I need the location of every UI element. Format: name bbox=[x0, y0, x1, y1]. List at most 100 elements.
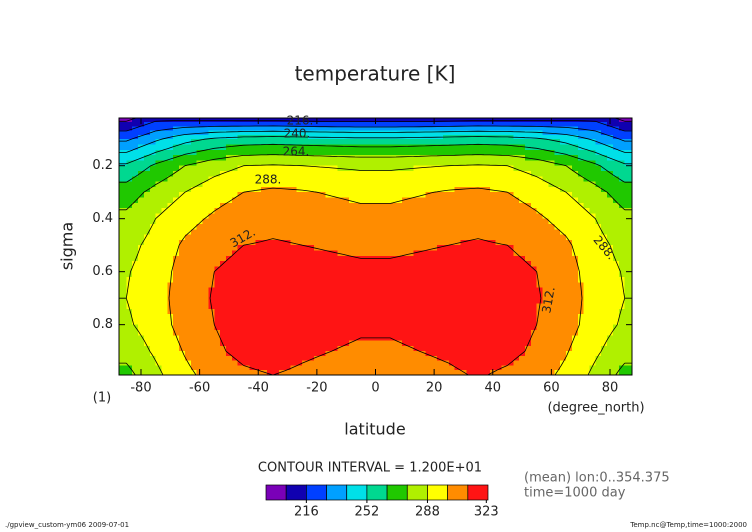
contour-cell bbox=[196, 351, 204, 357]
contour-cell bbox=[454, 202, 462, 209]
contour-label: 312. bbox=[539, 286, 557, 315]
contour-cell bbox=[595, 340, 602, 347]
contour-cell bbox=[566, 165, 573, 172]
contour-cell bbox=[237, 351, 245, 357]
contour-cell bbox=[607, 282, 614, 289]
contour-cell bbox=[243, 255, 251, 262]
contour-cell bbox=[123, 271, 126, 278]
contour-cell bbox=[466, 223, 473, 230]
colorbar-tick-label: 288 bbox=[415, 505, 440, 520]
contour-cell bbox=[566, 170, 573, 177]
contour-cell bbox=[155, 155, 163, 161]
contour-cell bbox=[124, 170, 127, 177]
contour-cell bbox=[401, 118, 409, 123]
contour-cell bbox=[173, 122, 180, 128]
contour-cell bbox=[308, 250, 315, 257]
contour-cell bbox=[231, 345, 239, 352]
contour-cell bbox=[167, 239, 174, 246]
contour-cell bbox=[190, 176, 198, 183]
contour-cell bbox=[601, 329, 608, 336]
contour-cell bbox=[123, 370, 126, 376]
contour-cell bbox=[272, 360, 280, 367]
contour-cell bbox=[267, 229, 274, 236]
contour-cell bbox=[220, 351, 227, 357]
contour-cell bbox=[390, 192, 397, 199]
contour-cell bbox=[272, 261, 280, 267]
contour-cell bbox=[407, 271, 415, 278]
contour-cell bbox=[466, 261, 473, 267]
contour-cell bbox=[149, 149, 157, 156]
contour-cell bbox=[343, 165, 350, 172]
contour-cell bbox=[560, 355, 567, 362]
contour-cell bbox=[442, 181, 450, 188]
contour-cell bbox=[627, 223, 630, 230]
contour-cell bbox=[442, 314, 450, 320]
contour-cell bbox=[483, 245, 491, 252]
contour-cell bbox=[272, 329, 280, 336]
contour-cell bbox=[190, 287, 198, 294]
contour-cell bbox=[554, 282, 561, 289]
contour-cell bbox=[343, 255, 350, 262]
contour-cell bbox=[173, 271, 180, 278]
contour-cell bbox=[407, 126, 415, 132]
contour-cell bbox=[454, 218, 462, 225]
contour-cell bbox=[343, 176, 350, 183]
contour-cell bbox=[624, 134, 627, 140]
contour-cell bbox=[123, 324, 126, 331]
contour-cell bbox=[627, 134, 630, 140]
contour-cell bbox=[571, 170, 579, 177]
contour-cell bbox=[431, 355, 438, 362]
contour-cell bbox=[507, 250, 514, 257]
contour-cell bbox=[601, 324, 608, 331]
contour-cell bbox=[566, 370, 573, 376]
contour-cell bbox=[343, 303, 350, 310]
contour-cell bbox=[190, 308, 198, 315]
contour-cell bbox=[478, 139, 485, 146]
contour-cell bbox=[272, 134, 280, 140]
contour-cell bbox=[225, 229, 233, 236]
contour-cell bbox=[554, 335, 561, 342]
contour-cell bbox=[132, 340, 139, 347]
contour-cell bbox=[302, 298, 309, 305]
contour-cell bbox=[296, 126, 303, 132]
contour-cell bbox=[589, 170, 596, 177]
contour-cell bbox=[607, 298, 614, 305]
contour-cell bbox=[173, 266, 180, 273]
contour-cell bbox=[184, 208, 192, 214]
contour-cell bbox=[566, 250, 573, 257]
contour-cell bbox=[624, 271, 627, 278]
contour-cell bbox=[313, 239, 321, 246]
contour-cell bbox=[167, 351, 174, 357]
contour-cell bbox=[612, 292, 620, 299]
contour-cell bbox=[372, 292, 380, 299]
contour-cell bbox=[431, 303, 438, 310]
contour-cell bbox=[120, 234, 123, 241]
contour-cell bbox=[272, 355, 280, 362]
contour-cell bbox=[513, 181, 520, 188]
contour-cell bbox=[284, 250, 292, 257]
contour-cell bbox=[454, 144, 462, 151]
contour-cell bbox=[349, 276, 356, 283]
contour-cell bbox=[343, 160, 350, 167]
contour-cell bbox=[202, 186, 210, 193]
contour-cell bbox=[119, 314, 122, 320]
contour-cell bbox=[542, 144, 550, 151]
contour-cell bbox=[601, 170, 608, 177]
contour-cell bbox=[308, 218, 315, 225]
contour-cell bbox=[366, 202, 374, 209]
contour-cell bbox=[466, 276, 473, 283]
contour-cell bbox=[290, 181, 297, 188]
contour-cell bbox=[196, 155, 204, 161]
contour-cell bbox=[495, 345, 503, 352]
contour-cell bbox=[407, 303, 415, 310]
contour-cell bbox=[525, 208, 532, 214]
contour-cell bbox=[513, 298, 520, 305]
contour-cell bbox=[167, 122, 174, 128]
contour-cell bbox=[123, 122, 126, 128]
contour-cell bbox=[548, 314, 555, 320]
contour-cell bbox=[190, 186, 198, 193]
contour-cell bbox=[378, 360, 385, 367]
contour-cell bbox=[343, 314, 350, 320]
contour-cell bbox=[237, 261, 245, 267]
contour-cell bbox=[607, 134, 614, 140]
